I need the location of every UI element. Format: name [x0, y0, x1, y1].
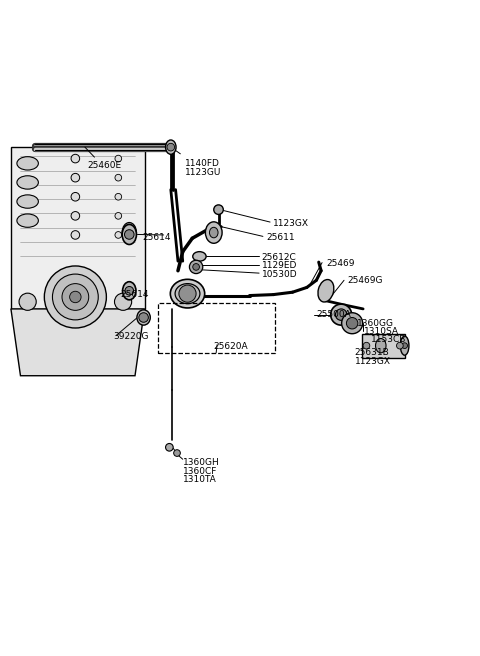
- Text: 25469G: 25469G: [348, 276, 383, 285]
- Ellipse shape: [175, 283, 200, 304]
- Ellipse shape: [17, 157, 38, 170]
- Bar: [158, 302, 275, 353]
- Circle shape: [174, 450, 180, 457]
- Circle shape: [71, 231, 80, 239]
- Circle shape: [342, 313, 363, 334]
- Circle shape: [115, 194, 121, 200]
- Ellipse shape: [170, 279, 204, 308]
- Text: 1360GH: 1360GH: [183, 458, 219, 467]
- Circle shape: [70, 291, 81, 302]
- Text: 1123GX: 1123GX: [274, 218, 310, 228]
- Circle shape: [336, 309, 347, 320]
- Circle shape: [190, 260, 203, 274]
- Circle shape: [396, 342, 403, 349]
- Circle shape: [363, 342, 370, 349]
- Circle shape: [139, 313, 148, 322]
- Circle shape: [62, 283, 89, 310]
- Text: 1123GU: 1123GU: [185, 169, 221, 177]
- Text: 25460E: 25460E: [87, 161, 121, 171]
- Text: 25620A: 25620A: [214, 342, 248, 351]
- Ellipse shape: [193, 252, 206, 261]
- Text: 10530D: 10530D: [262, 270, 297, 279]
- Ellipse shape: [375, 338, 386, 353]
- Ellipse shape: [122, 224, 136, 245]
- Polygon shape: [11, 309, 144, 376]
- Text: 1310SA: 1310SA: [364, 327, 399, 337]
- Circle shape: [115, 213, 121, 219]
- Text: 25612C: 25612C: [262, 253, 296, 262]
- Ellipse shape: [137, 310, 150, 325]
- Circle shape: [71, 211, 80, 220]
- Text: 39220G: 39220G: [114, 332, 149, 341]
- Text: 1129ED: 1129ED: [262, 262, 297, 270]
- Text: 25469: 25469: [326, 259, 354, 268]
- Circle shape: [44, 266, 107, 328]
- Circle shape: [71, 154, 80, 163]
- Circle shape: [71, 173, 80, 182]
- Circle shape: [125, 287, 133, 295]
- Circle shape: [71, 192, 80, 201]
- Circle shape: [19, 293, 36, 310]
- Ellipse shape: [17, 195, 38, 208]
- Text: 1153CB: 1153CB: [371, 335, 407, 344]
- Text: 1123GX: 1123GX: [355, 357, 391, 366]
- Polygon shape: [362, 334, 405, 358]
- Text: 1310TA: 1310TA: [183, 475, 216, 484]
- Circle shape: [179, 285, 196, 302]
- Text: 25500A: 25500A: [316, 310, 351, 319]
- Circle shape: [124, 230, 134, 239]
- Text: 25631B: 25631B: [355, 348, 389, 358]
- Circle shape: [167, 143, 175, 151]
- Circle shape: [166, 443, 173, 451]
- Text: 25614: 25614: [120, 290, 149, 299]
- Text: 1360GG: 1360GG: [357, 319, 394, 328]
- Text: 1360CF: 1360CF: [183, 466, 217, 476]
- Text: 1140FD: 1140FD: [185, 159, 220, 168]
- Ellipse shape: [125, 228, 133, 238]
- Ellipse shape: [205, 222, 222, 243]
- Circle shape: [347, 318, 358, 329]
- Circle shape: [331, 304, 352, 325]
- Polygon shape: [11, 147, 144, 309]
- Ellipse shape: [166, 140, 176, 154]
- Circle shape: [402, 343, 408, 348]
- Text: 25611: 25611: [266, 233, 295, 242]
- Ellipse shape: [122, 281, 136, 300]
- Ellipse shape: [17, 176, 38, 189]
- Circle shape: [115, 293, 132, 310]
- Circle shape: [214, 205, 223, 215]
- Circle shape: [115, 174, 121, 181]
- Text: 25614: 25614: [142, 233, 171, 242]
- Ellipse shape: [400, 336, 409, 355]
- Circle shape: [52, 274, 98, 320]
- Ellipse shape: [122, 222, 136, 243]
- Ellipse shape: [17, 214, 38, 228]
- Circle shape: [115, 155, 121, 162]
- Ellipse shape: [209, 228, 218, 238]
- Ellipse shape: [318, 279, 334, 302]
- Circle shape: [115, 232, 121, 238]
- Circle shape: [193, 264, 199, 270]
